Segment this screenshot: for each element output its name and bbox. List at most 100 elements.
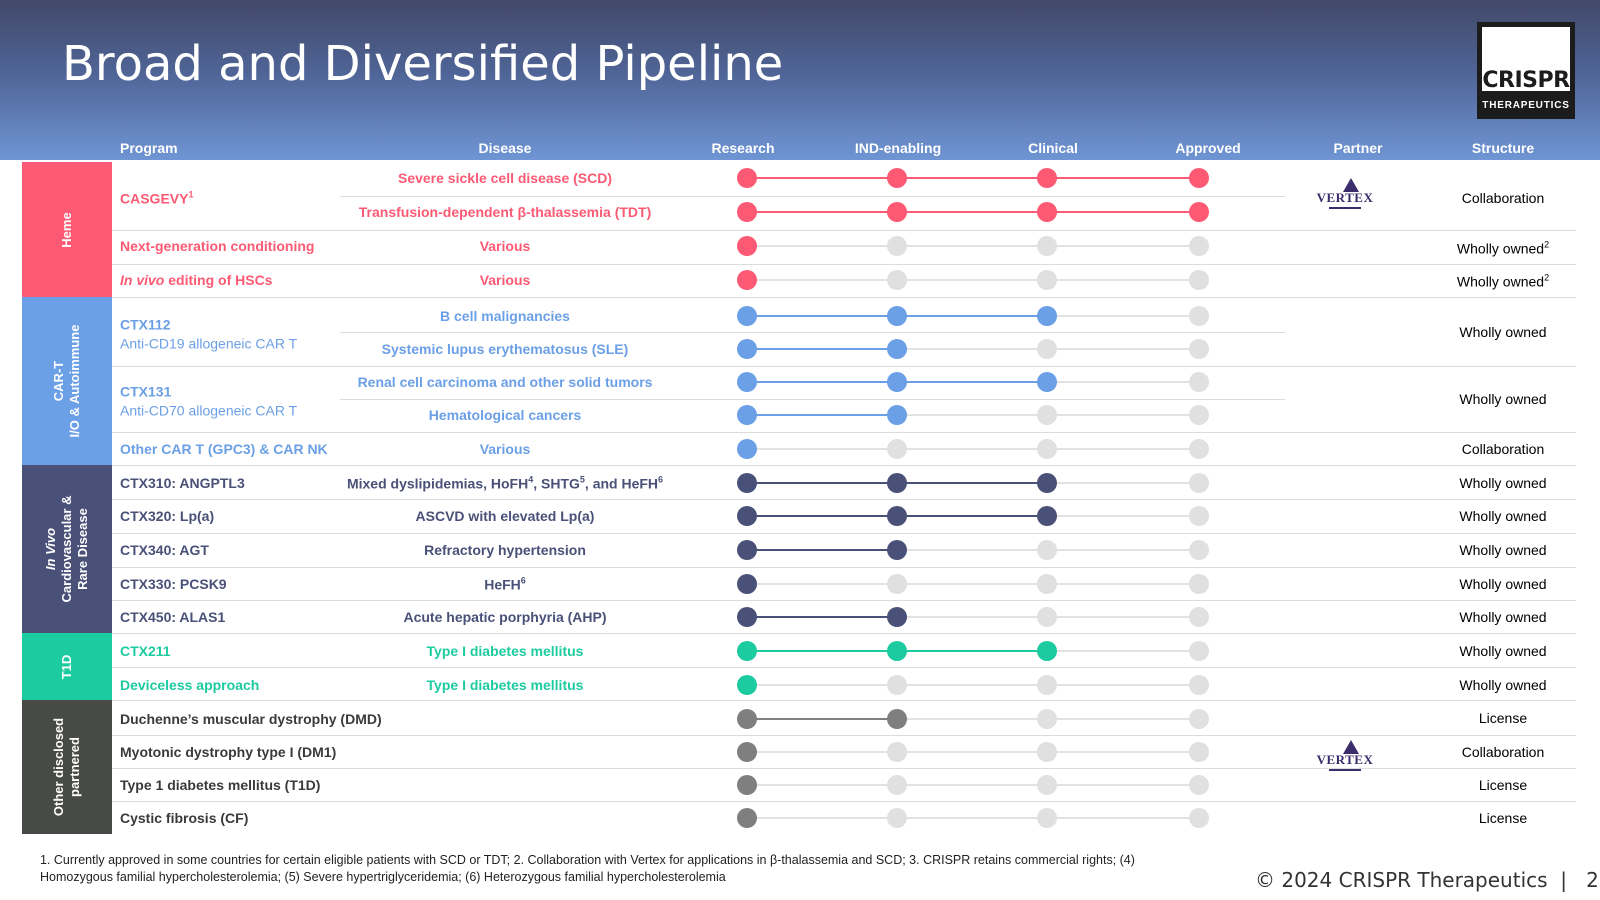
row-divider (112, 432, 1576, 433)
disease-text: , and HeFH (584, 475, 659, 492)
stage-dot-active (1037, 202, 1057, 222)
stage-dot-inactive (1189, 439, 1209, 459)
stage-dot-active (737, 641, 757, 661)
stage-dot-active (737, 574, 757, 594)
row-divider (340, 399, 1285, 400)
stage-dot-inactive (887, 270, 907, 290)
stage-dot-active (887, 641, 907, 661)
stage-dot-inactive (1189, 742, 1209, 762)
stage-dot-active (737, 709, 757, 729)
program-text: Duchenne’s muscular dystrophy (DMD) (120, 711, 382, 727)
col-header-partner: Partner (1333, 140, 1383, 156)
program-name: CTX330: PCSK9 (120, 576, 227, 592)
structure-text: Wholly owned (1459, 508, 1547, 524)
program-text: CTX320: Lp(a) (120, 508, 215, 524)
vertex-wordmark: VERTEX (1316, 190, 1374, 205)
structure-text: Wholly owned (1456, 273, 1545, 290)
structure-sup: 2 (1544, 272, 1550, 283)
row-divider (112, 465, 1576, 466)
stage-dot-inactive (887, 574, 907, 594)
stage-dot-inactive (1037, 808, 1057, 828)
stage-dot-inactive (1189, 808, 1209, 828)
program-subtitle: Anti-CD70 allogeneic CAR T (120, 402, 298, 419)
row-divider (112, 567, 1576, 568)
category-label: Heme (59, 211, 74, 248)
page-number: 21 (1586, 868, 1600, 892)
structure-label: Wholly owned (1459, 475, 1546, 491)
program-name: CTX340: AGT (120, 542, 209, 558)
structure-text: Wholly owned (1459, 391, 1547, 407)
vertex-underline (1329, 769, 1361, 771)
logo-word: CRISPR (1482, 68, 1570, 93)
program-text: CTX330: PCSK9 (120, 576, 227, 592)
stage-dot-inactive (887, 236, 907, 256)
stage-dot-active (1037, 372, 1057, 392)
disease-label: Various (480, 238, 531, 254)
stage-dot-active (1037, 641, 1057, 661)
disease-label: HeFH6 (484, 576, 526, 593)
structure-label: Wholly owned (1459, 643, 1546, 659)
row-divider (112, 768, 1576, 769)
vertex-triangle-icon (1343, 740, 1359, 754)
row-divider (112, 499, 1576, 500)
stage-dot-inactive (1037, 709, 1057, 729)
disease-label: Various (480, 441, 531, 457)
disease-label: Systemic lupus erythematosus (SLE) (382, 341, 629, 357)
stage-dot-inactive (887, 775, 907, 795)
program-text: Cystic fibrosis (CF) (120, 810, 249, 826)
stage-dot-active (737, 339, 757, 359)
structure-label: Wholly owned (1459, 576, 1546, 592)
disease-text: Various (479, 238, 531, 254)
structure-label: Wholly owned2 (1457, 240, 1549, 257)
disease-text: Mixed dyslipidemias, HoFH (346, 475, 529, 492)
footnotes: 1. Currently approved in some countries … (40, 853, 1135, 884)
stage-dot-active (737, 675, 757, 695)
row-divider (112, 230, 1576, 231)
stage-dot-active (887, 709, 907, 729)
divider: | (1547, 868, 1587, 892)
disease-sup: 6 (520, 575, 526, 586)
stage-dot-active (737, 270, 757, 290)
stage-dot-inactive (887, 439, 907, 459)
stage-dot-inactive (1037, 540, 1057, 560)
structure-text: Wholly owned (1459, 475, 1547, 491)
row-divider (340, 332, 1285, 333)
col-header-clinical: Clinical (1028, 140, 1078, 156)
stage-dot-inactive (1189, 641, 1209, 661)
structure-sup: 2 (1544, 239, 1550, 250)
stage-dot-inactive (1037, 675, 1057, 695)
program-text: Next-generation conditioning (120, 238, 315, 254)
stage-dot-inactive (1189, 540, 1209, 560)
disease-label: Acute hepatic porphyria (AHP) (403, 609, 606, 625)
program-text: Type 1 diabetes mellitus (T1D) (120, 777, 321, 793)
stage-dot-inactive (1037, 339, 1057, 359)
stage-dot-active (887, 306, 907, 326)
disease-text: B cell malignancies (440, 308, 570, 324)
program-name: CTX211 (120, 643, 171, 659)
row-divider (112, 297, 1576, 298)
vertex-underline (1329, 207, 1361, 209)
stage-dot-active (1037, 473, 1057, 493)
stage-dot-inactive (1189, 607, 1209, 627)
stage-dot-active (1189, 168, 1209, 188)
stage-dot-active (737, 506, 757, 526)
row-divider (112, 264, 1576, 265)
stage-dot-active (1037, 306, 1057, 326)
disease-text: Renal cell carcinoma and other solid tum… (357, 374, 653, 390)
vertex-wordmark: VERTEX (1316, 752, 1374, 767)
program-name: Cystic fibrosis (CF) (120, 810, 248, 826)
category-band: T1D (22, 633, 112, 700)
stage-dot-active (737, 405, 757, 425)
disease-text: Various (479, 272, 531, 288)
program-name: Next-generation conditioning (120, 238, 314, 254)
stage-dot-inactive (1189, 574, 1209, 594)
stage-dot-active (887, 372, 907, 392)
program-text: Myotonic dystrophy type I (DM1) (120, 744, 337, 760)
disease-text: Type I diabetes mellitus (426, 643, 584, 659)
stage-dot-inactive (1037, 236, 1057, 256)
structure-text: License (1478, 777, 1528, 793)
crispr-logo: CRISPR THERAPEUTICS (1477, 22, 1575, 119)
col-header-approved: Approved (1175, 140, 1241, 156)
stage-dot-inactive (887, 675, 907, 695)
stage-dot-active (737, 372, 757, 392)
